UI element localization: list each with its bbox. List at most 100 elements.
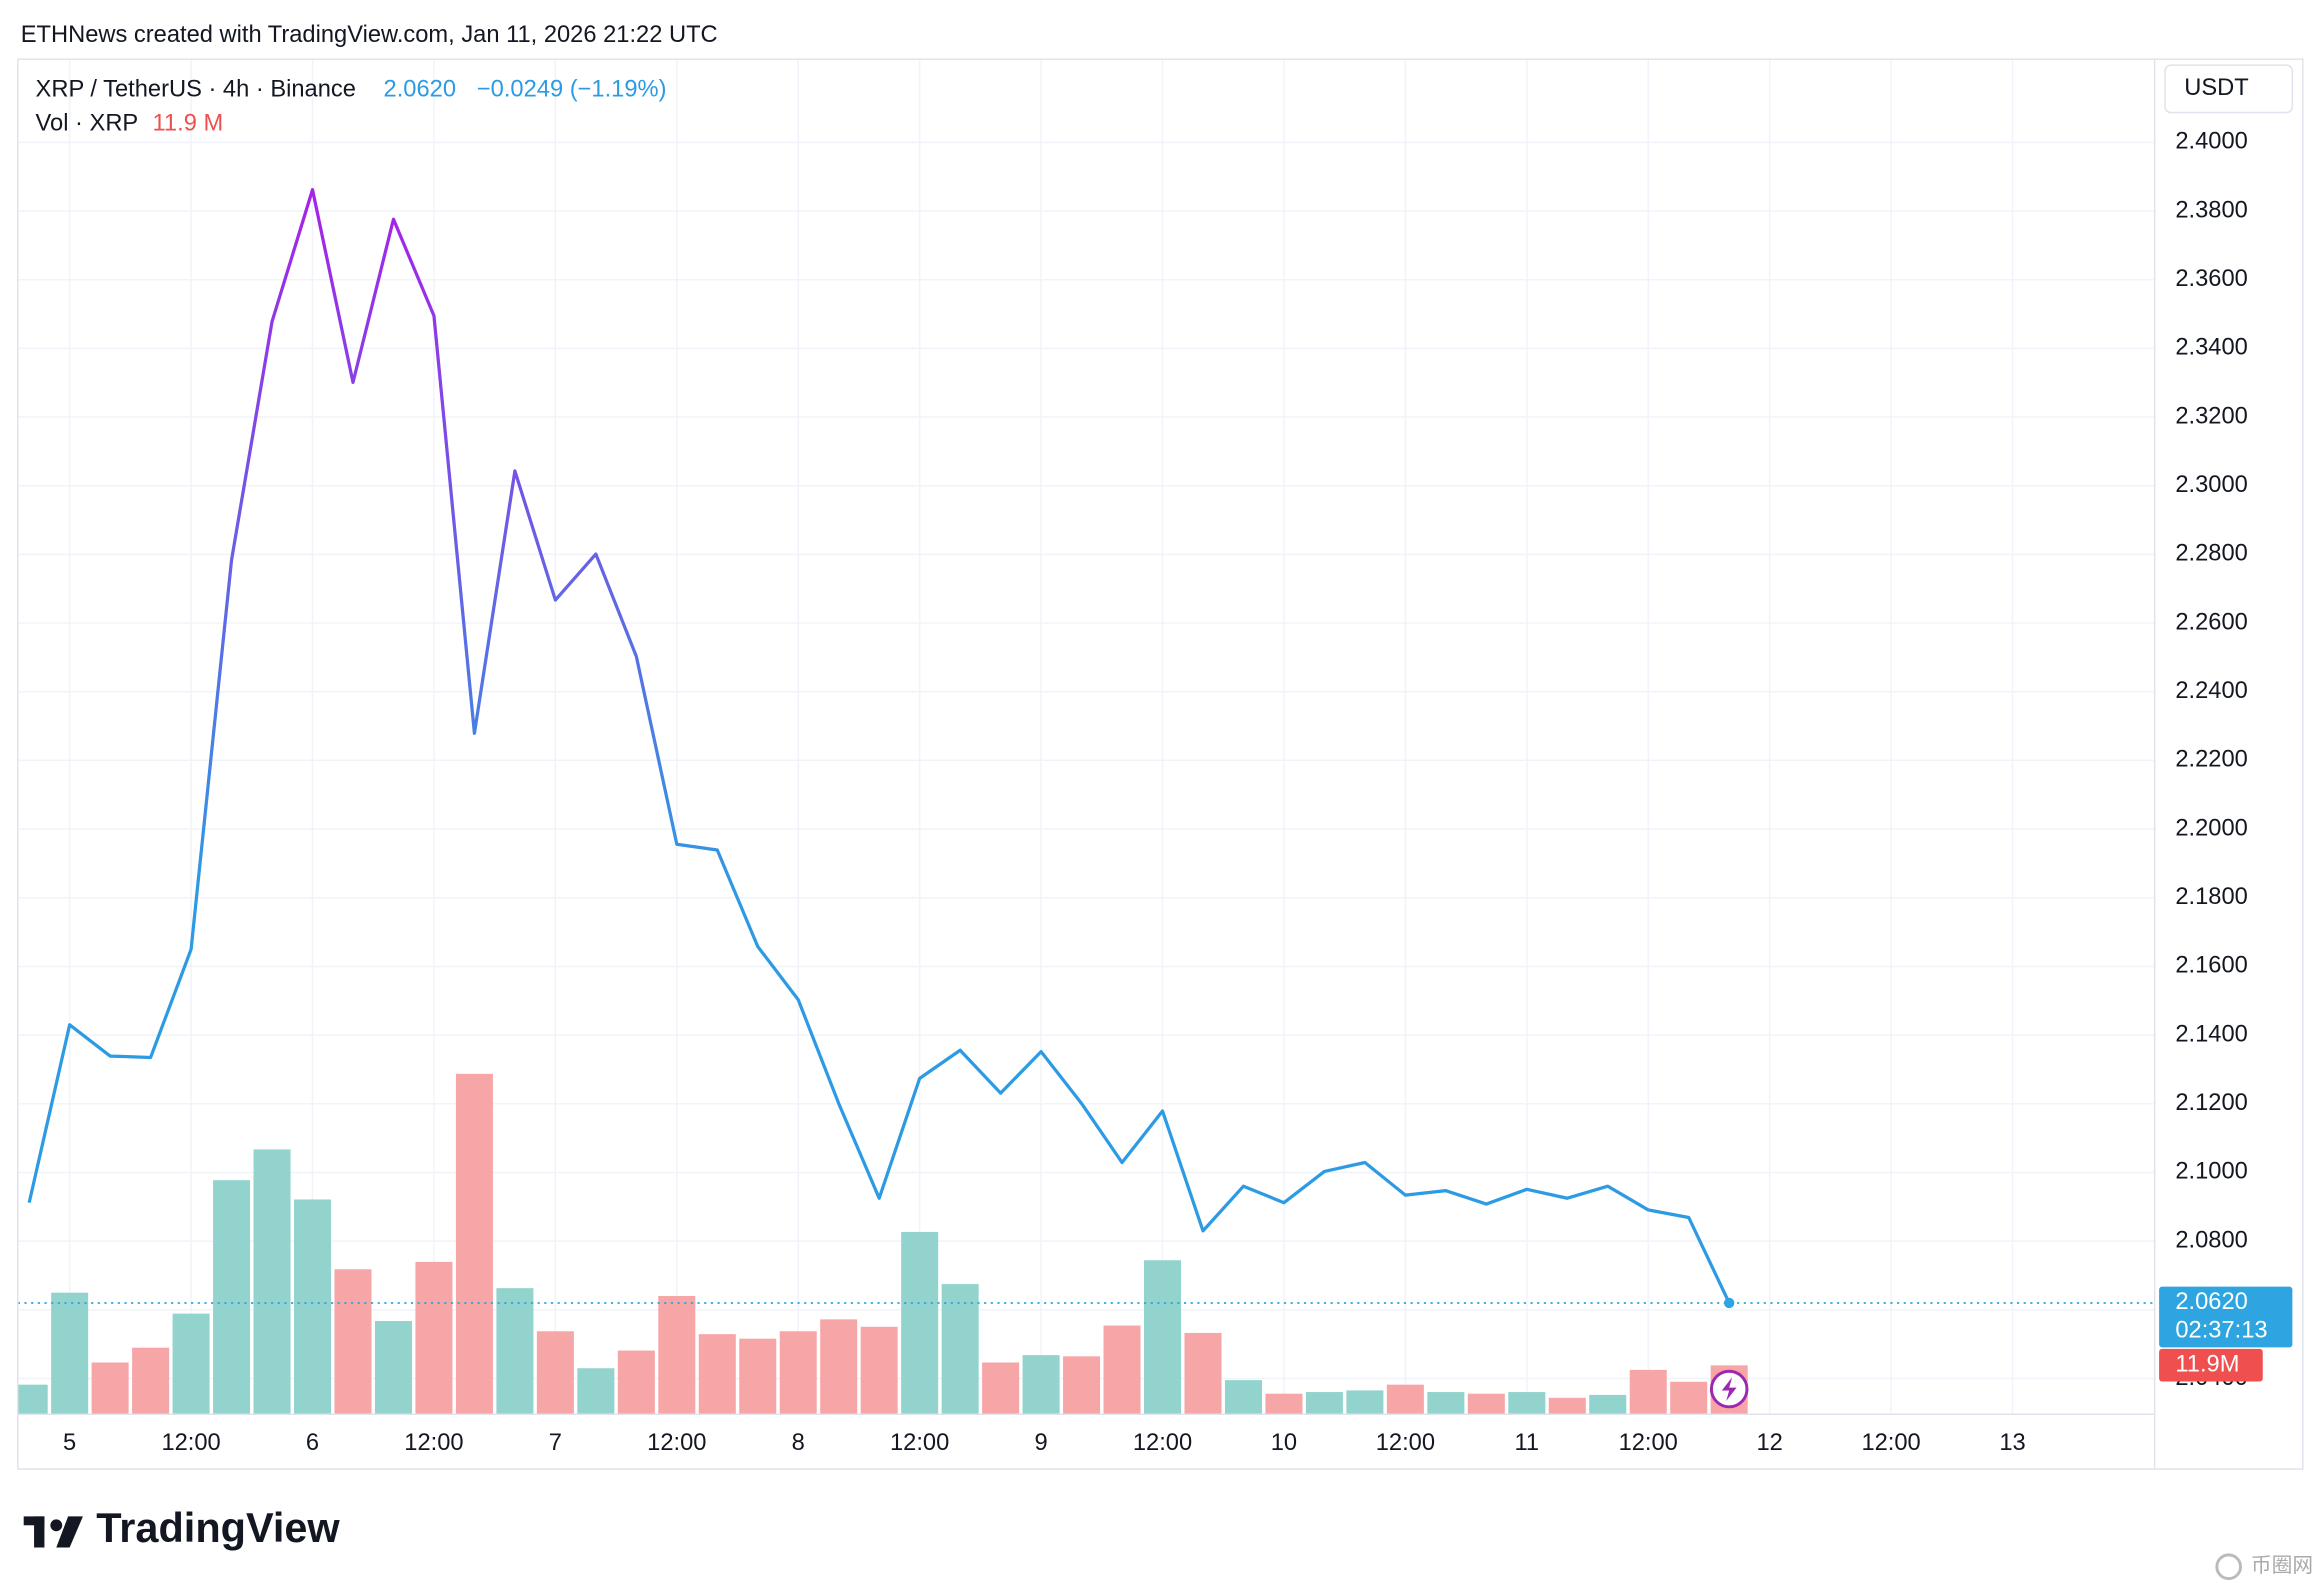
x-tick-label: 12:00 [647,1430,706,1456]
volume-bar [941,1284,979,1415]
chart-frame [17,58,2304,1470]
currency-button[interactable] [2164,64,2294,114]
x-tick-label: 12:00 [1619,1430,1678,1456]
axes: 2.04002.06002.08002.10002.12002.14002.16… [63,129,2293,1456]
watermark: 币圈网 [2251,1554,2313,1577]
logo-part [34,1516,45,1548]
x-tick-label: 10 [1271,1430,1297,1456]
y-tick-label: 2.2800 [2175,541,2247,567]
volume-bar [132,1347,170,1415]
x-tick-label: 12:00 [1861,1430,1920,1456]
volume-bar [1224,1380,1262,1415]
x-tick-label: 11 [1515,1430,1540,1456]
volume-bar [1103,1325,1141,1415]
volume-bar [1265,1393,1303,1415]
volume-bar [294,1199,332,1415]
volume-bar [415,1261,453,1415]
volume-bar [1589,1394,1627,1415]
x-tick-label: 6 [306,1430,319,1456]
grid [17,59,2155,1415]
volume-bar [1386,1384,1424,1415]
volume-bar [213,1180,251,1415]
volume-bar [1346,1390,1384,1415]
y-tick-label: 2.2200 [2175,747,2247,773]
volume-bar [1063,1356,1101,1415]
x-tick-label: 12:00 [161,1430,220,1456]
volume-bar [253,1149,291,1415]
y-tick-label: 2.3200 [2175,403,2247,429]
volume-bar [496,1288,534,1415]
x-tick-label: 12:00 [1133,1430,1192,1456]
volume-bar [536,1331,574,1415]
volume-bar [334,1269,372,1415]
volume-label-box [2159,1348,2263,1382]
volume-title[interactable]: Vol · XRP [36,111,139,137]
volume-bar [860,1326,898,1415]
volume-value: 11.9 M [153,111,224,137]
volume-bar [577,1368,615,1415]
volume-pane [17,1073,1748,1415]
x-tick-label: 12 [1756,1430,1782,1456]
volume-bar [739,1338,777,1415]
y-tick-label: 2.3000 [2175,472,2247,498]
y-tick-label: 2.1400 [2175,1021,2247,1047]
last-price-box [2159,1286,2293,1348]
volume-bar [658,1295,696,1415]
x-tick-label: 5 [63,1430,76,1456]
y-tick-label: 2.1000 [2175,1159,2247,1185]
volume-bar [1670,1381,1708,1415]
price-pane [17,188,2155,1309]
y-tick-label: 2.2000 [2175,815,2247,841]
volume-bar [1184,1332,1222,1415]
x-tick-label: 13 [1999,1430,2025,1456]
alert-icon-bolt [1721,1377,1737,1401]
x-tick-label: 12:00 [404,1430,463,1456]
price-change: −0.0249 (−1.19%) [477,77,667,103]
countdown-label: 02:37:13 [2175,1317,2267,1343]
volume-bar [820,1319,858,1415]
y-tick-label: 2.3400 [2175,335,2247,361]
volume-bar [901,1231,939,1415]
brand-name[interactable]: TradingView [96,1504,340,1551]
volume-bar [698,1334,736,1415]
watermark-icon [2215,1553,2243,1581]
currency-label[interactable]: USDT [2184,75,2248,101]
y-tick-label: 2.1600 [2175,953,2247,979]
y-tick-label: 2.4000 [2175,129,2247,155]
last-price-label: 2.0620 [2175,1289,2247,1315]
volume-bar [1022,1355,1060,1415]
volume-bar [617,1350,655,1415]
volume-bar [17,1384,48,1415]
volume-bar [1467,1393,1505,1415]
y-tick-label: 2.3800 [2175,197,2247,223]
volume-bar [1305,1392,1343,1415]
brand-logo: TradingView [23,1504,340,1551]
symbol-title[interactable]: XRP / TetherUS · 4h · Binance [36,77,356,103]
volume-bar [455,1073,493,1415]
y-tick-label: 2.1800 [2175,884,2247,910]
x-tick-label: 9 [1034,1430,1047,1456]
volume-bar [1629,1369,1667,1415]
volume-bar [779,1331,817,1415]
last-price: 2.0620 [384,77,456,103]
x-tick-label: 12:00 [890,1430,949,1456]
header-text: ETHNews created with TradingView.com, Ja… [21,22,718,48]
volume-bar [51,1292,89,1415]
price-line [27,188,1731,1304]
volume-bar [1508,1392,1546,1415]
x-tick-label: 7 [549,1430,562,1456]
volume-bar [1548,1397,1586,1415]
volume-axis-label: 11.9M [2175,1351,2239,1377]
volume-bar [1427,1392,1465,1415]
volume-bar [1144,1260,1182,1415]
volume-bar [374,1321,412,1415]
x-tick-label: 12:00 [1376,1430,1435,1456]
logo-part [56,1516,83,1548]
y-tick-label: 2.2400 [2175,678,2247,704]
logo-part [50,1519,63,1532]
volume-bar [982,1362,1020,1415]
x-tick-label: 8 [792,1430,805,1456]
last-point [1724,1297,1735,1309]
